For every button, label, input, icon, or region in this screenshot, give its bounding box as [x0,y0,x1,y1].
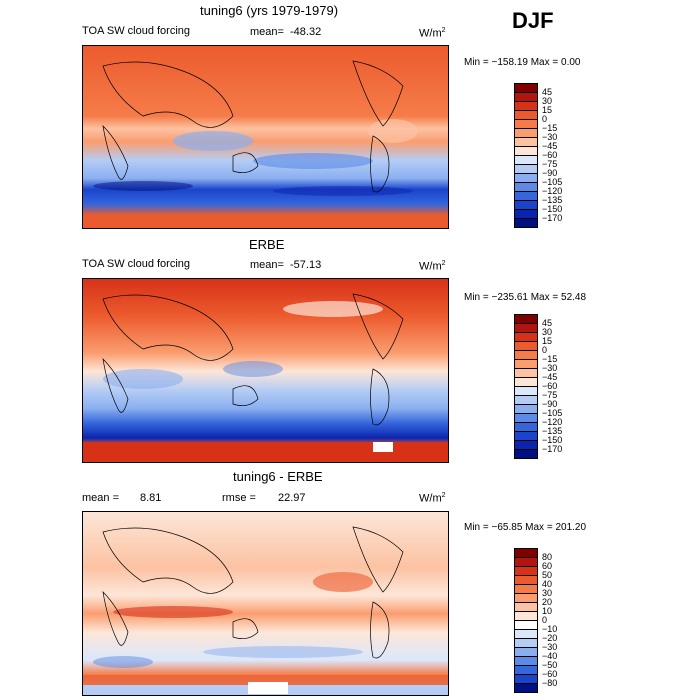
colorbar-tick-label: 60 [542,561,553,571]
colorbar-tick-label: −15 [542,354,558,364]
panel2-minmax: Min = −235.61 Max = 52.48 [464,292,587,303]
colorbar-tick-label: 45 [542,87,553,97]
colorbar-tick-label: −10 [542,624,558,634]
panel2-units: W/m2 [419,260,446,273]
colorbar-tick-label: −170 [542,213,563,223]
colorbar-swatch [514,218,538,228]
colorbar-tick-label: 45 [542,318,553,328]
panel2-mean-value: -57.13 [290,259,322,271]
colorbar-tick-label: −30 [542,363,558,373]
colorbar-tick-label: −20 [542,633,558,643]
colorbar-tick-label: 15 [542,336,553,346]
colorbar-tick-label: 50 [542,570,553,580]
panel1-units: W/m2 [419,27,446,40]
panel2-map [82,278,449,463]
panel1-map [82,45,449,229]
colorbar-tick-label: −105 [542,177,563,187]
panel2-field-label: TOA SW cloud forcing [82,258,191,270]
panel3-map-svg [83,512,448,695]
colorbar-tick-label: −150 [542,435,563,445]
colorbar-tick-label: 0 [542,114,548,124]
colorbar-tick-label: −50 [542,660,558,670]
colorbar-tick-label: −105 [542,408,563,418]
panel3-colorbar: 80 60 50 40 30 20 10 0 −10 −20 −30 −40 −50 −60 −80 [514,548,557,693]
colorbar-tick-label: −60 [542,150,558,160]
colorbar-tick-label: 40 [542,579,553,589]
colorbar-tick-label: −30 [542,132,558,142]
panel3-mean-value: 8.81 [140,492,162,504]
panel3-mean-label: mean = [82,492,119,504]
panel1-mean-value: -48.32 [290,26,322,38]
panel1-map-svg [83,46,448,228]
panel2-title: ERBE [249,237,285,252]
colorbar-swatch [514,449,538,459]
colorbar-tick-label: −45 [542,372,558,382]
colorbar-tick-label: 30 [542,96,553,106]
colorbar-tick-label: 20 [542,597,553,607]
panel3-rmse-label: rmse = [222,492,256,504]
colorbar-tick-label: −90 [542,168,558,178]
panel3-units: W/m2 [419,492,446,505]
colorbar-tick-label: 0 [542,615,548,625]
panel3-minmax: Min = −65.85 Max = 201.20 [464,522,587,533]
colorbar-tick-label: −60 [542,669,558,679]
colorbar-tick-label: 30 [542,327,553,337]
colorbar-tick-label: −80 [542,678,558,688]
colorbar-tick-label: −75 [542,390,558,400]
colorbar-tick-label: 15 [542,105,553,115]
colorbar-tick-label: −15 [542,123,558,133]
panel1-mean-label: mean= [250,26,284,38]
colorbar-tick-label: −120 [542,186,563,196]
colorbar-tick-label: −40 [542,651,558,661]
colorbar-tick-label: −135 [542,195,563,205]
colorbar-tick-label: 80 [542,552,553,562]
panel2-mean-label: mean= [250,259,284,271]
colorbar-tick-label: 10 [542,606,553,616]
colorbar-tick-label: −30 [542,642,558,652]
panel1-title: tuning6 (yrs 1979-1979) [200,3,339,18]
panel2-map-svg [83,279,448,462]
colorbar-tick-label: 30 [542,588,553,598]
colorbar-tick-label: −75 [542,159,558,169]
colorbar-tick-label: −120 [542,417,563,427]
panel3-rmse-value: 22.97 [278,492,306,504]
colorbar-tick-label: −45 [542,141,558,151]
panel3-map [82,511,449,696]
colorbar-tick-label: −60 [542,381,558,391]
season-label: DJF [512,8,554,33]
panel1-colorbar: 45 30 15 0 −15 −30 −45 −60 −75 −90 −105 −120 −135 −15… [514,83,562,228]
colorbar-swatch [514,683,538,693]
panel3-title: tuning6 - ERBE [233,469,323,484]
colorbar-tick-label: −135 [542,426,563,436]
panel2-colorbar: 45 30 15 0 −15 −30 −45 −60 −75 −90 −105 −120 −135 −15… [514,314,562,459]
colorbar-tick-label: −170 [542,444,563,454]
colorbar-tick-label: −150 [542,204,563,214]
colorbar-tick-label: −90 [542,399,558,409]
colorbar-tick-label: 0 [542,345,548,355]
panel1-field-label: TOA SW cloud forcing [82,25,191,37]
panel1-minmax: Min = −158.19 Max = 0.00 [464,57,581,68]
